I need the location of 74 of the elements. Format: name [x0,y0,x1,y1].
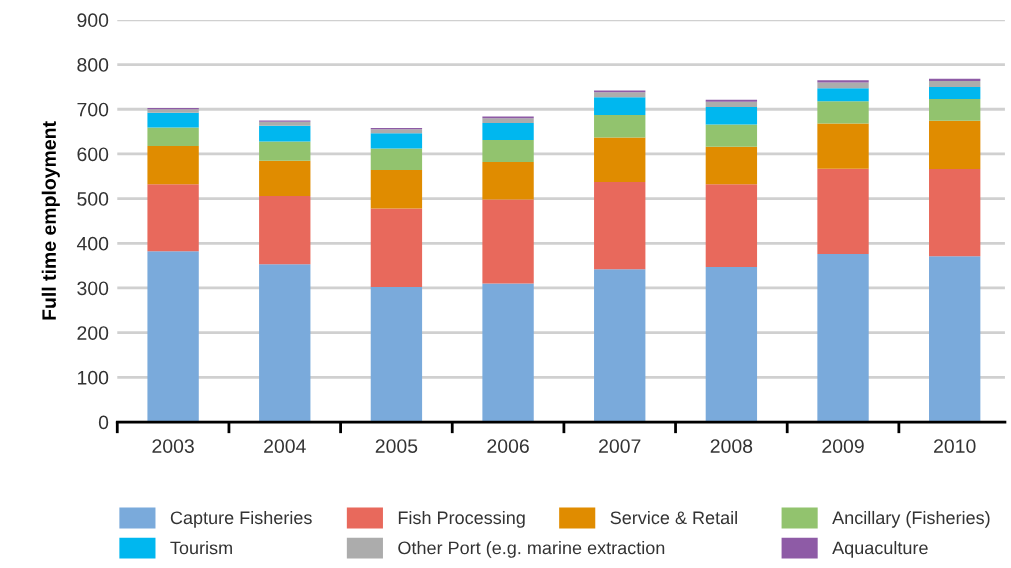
bar [482,123,534,141]
bar [259,121,311,126]
bar [817,82,869,89]
bar [594,137,646,183]
bar [594,269,646,423]
x-tick-label: 2006 [487,439,529,453]
x-tick-label: 2003 [152,439,194,453]
legend-label: Ancillary (Fisheries) [832,510,990,528]
bar [929,120,981,170]
bar [259,125,311,142]
legend-label: Capture Fisheries [170,510,312,528]
x-tick-label: 2010 [934,439,976,453]
bar [817,123,869,169]
bar [482,199,534,284]
bar [370,170,423,209]
y-tick-label: 400 [76,236,109,251]
bar [259,160,311,196]
legend-label: Service & Retail [610,510,737,525]
legend-label: Fish Processing [398,510,525,528]
bar [482,118,534,124]
bar [594,115,646,138]
bar [929,169,981,257]
bar [705,101,758,108]
bar [929,86,981,99]
bar [705,107,758,125]
bar [705,124,758,147]
x-tick-label: 2004 [264,439,306,453]
bar [817,80,869,83]
bar [705,146,758,185]
bar [259,195,311,265]
bar [594,182,646,270]
bar [370,148,423,171]
y-tick-label: 900 [77,13,109,28]
y-tick-label: 0 [98,415,109,430]
bar [929,81,981,87]
bar [482,161,534,200]
bar [482,140,534,162]
bar [370,208,423,288]
x-tick-label: 2009 [822,439,864,453]
bar [259,264,311,423]
bar [147,127,199,146]
x-tick-label: 2007 [599,439,641,453]
bar [594,92,646,98]
bar [370,133,423,149]
y-tick-label: 500 [77,192,109,206]
bar [929,256,981,423]
bar [147,145,199,185]
bar [817,88,869,102]
y-tick-label: 200 [77,326,109,340]
bar [147,251,199,423]
x-tick-label: 2005 [375,439,418,453]
x-tick-label: 2008 [710,439,753,453]
y-tick-label: 300 [77,281,109,296]
bar [147,184,199,252]
bar [705,184,758,267]
bar [594,97,646,116]
y-axis-title: Full time employment [41,121,60,320]
bar [817,254,869,423]
y-tick-label: 800 [77,58,109,72]
bar [147,112,199,128]
bar [705,266,758,423]
legend-label: Other Port (e.g. marine extraction [398,541,665,558]
y-tick-label: 600 [77,147,109,162]
bar [370,129,423,134]
bar [817,168,869,255]
y-tick-label: 700 [77,102,109,117]
legend-label: Aquaculture [832,541,928,558]
bar [482,283,534,423]
y-tick-label: 100 [77,370,109,385]
bar [259,141,311,161]
bar [929,98,981,121]
legend-label: Tourism [170,541,232,555]
bar [817,101,869,124]
bar [370,287,423,423]
